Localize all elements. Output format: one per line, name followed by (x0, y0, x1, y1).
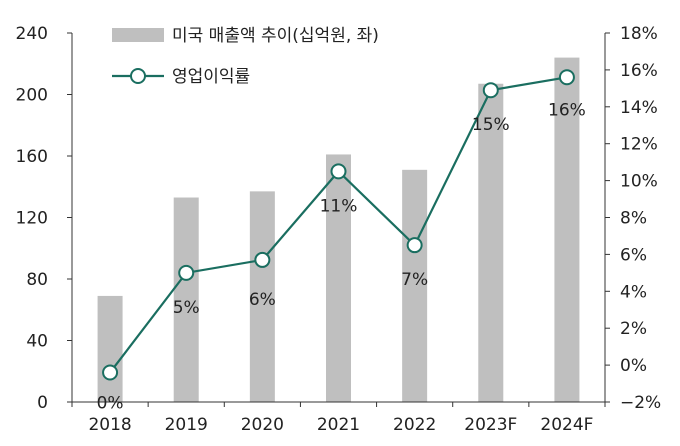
left-tick-label: 120 (16, 209, 48, 229)
line-data-labels: 0% 5% 6% 11% 7% 15% 16% (97, 100, 586, 413)
left-tick-label: 0 (37, 393, 48, 413)
right-tick-label: 0% (620, 356, 647, 376)
right-tick-label: 18% (620, 24, 658, 44)
right-tick-label: 10% (620, 172, 658, 192)
right-tick-label: 8% (620, 209, 647, 229)
line-point (330, 163, 347, 180)
x-tick-label: 2021 (317, 415, 360, 435)
x-tick-label: 2020 (241, 415, 284, 435)
data-label: 5% (173, 298, 200, 318)
right-axis-ticks: −2% 0% 2% 4% 6% 8% 10% 12% 14% 16% 18% (605, 24, 661, 413)
line-point (178, 264, 195, 281)
data-label: 0% (97, 393, 124, 413)
left-tick-label: 80 (26, 270, 48, 290)
data-label: 7% (401, 270, 428, 290)
left-tick-label: 40 (26, 332, 48, 352)
data-label: 16% (548, 100, 586, 120)
right-tick-label: 12% (620, 135, 658, 155)
legend-bar-swatch (112, 28, 164, 42)
data-label: 11% (320, 196, 358, 216)
line-point (254, 251, 271, 268)
line-point (102, 364, 119, 381)
right-tick-label: 16% (620, 61, 658, 81)
right-tick-label: 4% (620, 282, 647, 302)
data-label: 15% (472, 115, 510, 135)
bar (402, 169, 428, 402)
bar (97, 295, 123, 402)
left-tick-label: 200 (16, 86, 48, 106)
bar (478, 83, 504, 403)
legend-bar-label: 미국 매출액 추이(십억원, 좌) (172, 26, 379, 46)
line-series (102, 69, 575, 381)
line-point (558, 69, 575, 86)
left-axis-ticks: 0 40 80 120 160 200 240 (16, 24, 72, 413)
x-tick-label: 2022 (393, 415, 436, 435)
left-tick-label: 160 (16, 147, 48, 167)
right-tick-label: −2% (620, 393, 661, 413)
legend-line-marker (130, 68, 146, 84)
legend: 미국 매출액 추이(십억원, 좌) 영업이익률 (112, 26, 379, 87)
right-tick-label: 2% (620, 319, 647, 339)
x-axis-ticks: 2018 2019 2020 2021 2022 2023F 2024F (71, 402, 606, 435)
bar (173, 197, 199, 402)
x-tick-label: 2023F (464, 415, 517, 435)
data-label: 6% (249, 290, 276, 310)
line-point (406, 237, 423, 254)
x-tick-label: 2024F (540, 415, 593, 435)
x-tick-label: 2018 (88, 415, 131, 435)
line-point (482, 82, 499, 99)
legend-line-label: 영업이익률 (172, 67, 250, 87)
left-tick-label: 240 (16, 24, 48, 44)
right-tick-label: 6% (620, 245, 647, 265)
x-tick-label: 2019 (165, 415, 208, 435)
bar (554, 57, 580, 402)
bar (326, 154, 351, 402)
right-tick-label: 14% (620, 98, 658, 118)
bar-series (97, 57, 580, 403)
bar (249, 191, 275, 402)
